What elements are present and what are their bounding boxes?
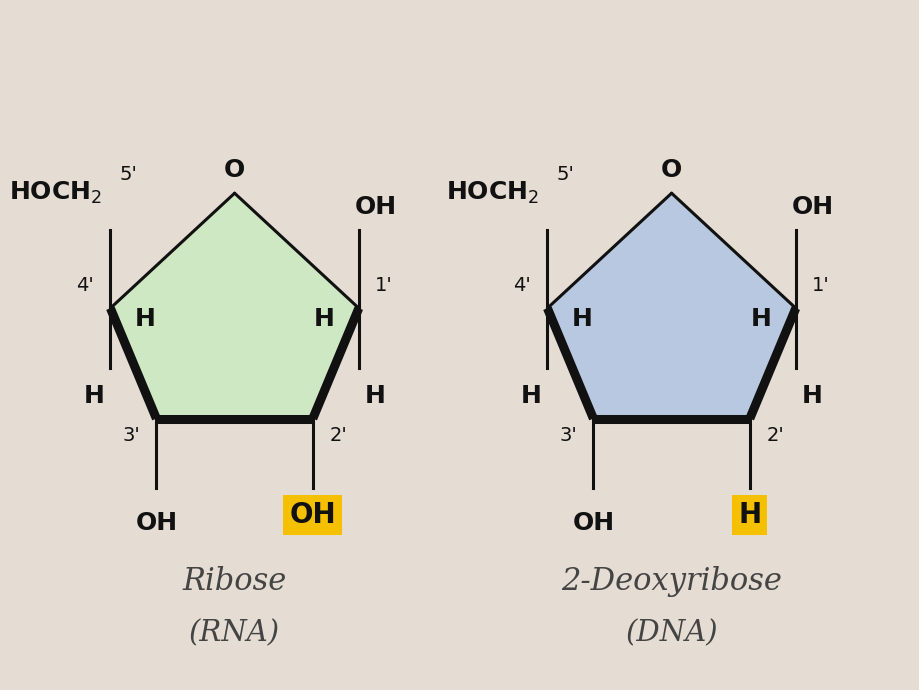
- Text: H: H: [84, 384, 104, 408]
- Text: 3': 3': [122, 426, 140, 445]
- Text: 4': 4': [76, 276, 94, 295]
- Text: 1': 1': [811, 276, 829, 295]
- Text: (RNA): (RNA): [188, 619, 280, 647]
- Text: HOCH$_2$: HOCH$_2$: [8, 180, 102, 206]
- Polygon shape: [110, 193, 358, 419]
- Text: H: H: [737, 501, 761, 529]
- Text: 5': 5': [556, 166, 574, 184]
- Text: OH: OH: [354, 195, 396, 219]
- Text: HOCH$_2$: HOCH$_2$: [445, 180, 539, 206]
- Text: OH: OH: [289, 501, 335, 529]
- Text: OH: OH: [790, 195, 833, 219]
- Text: Ribose: Ribose: [182, 566, 287, 597]
- Text: OH: OH: [135, 511, 177, 535]
- Text: H: H: [365, 384, 385, 408]
- Text: 2': 2': [329, 426, 346, 445]
- Text: O: O: [660, 158, 682, 182]
- Text: OH: OH: [572, 511, 614, 535]
- Text: H: H: [750, 307, 770, 331]
- Text: H: H: [520, 384, 540, 408]
- Text: H: H: [135, 307, 155, 331]
- Polygon shape: [547, 193, 795, 419]
- Text: 3': 3': [559, 426, 576, 445]
- Text: 4': 4': [513, 276, 530, 295]
- Text: 1': 1': [375, 276, 392, 295]
- Text: H: H: [572, 307, 592, 331]
- Text: 5': 5': [119, 166, 138, 184]
- Text: H: H: [313, 307, 334, 331]
- Text: H: H: [801, 384, 822, 408]
- Text: 2-Deoxyribose: 2-Deoxyribose: [561, 566, 781, 597]
- Text: (DNA): (DNA): [625, 619, 717, 647]
- Text: O: O: [223, 158, 245, 182]
- Text: 2': 2': [766, 426, 783, 445]
